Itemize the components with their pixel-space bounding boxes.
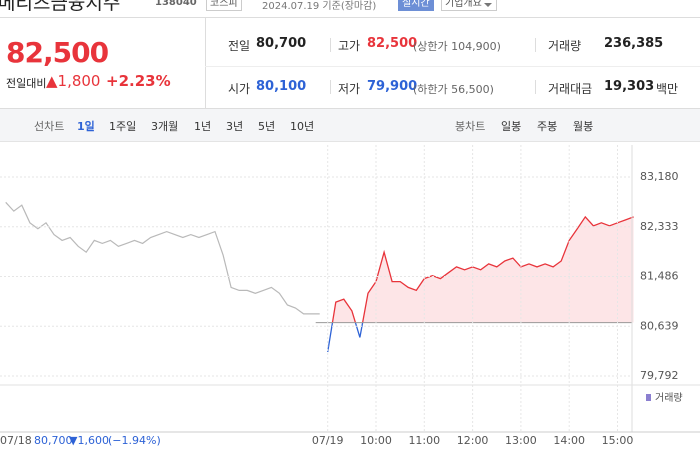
stock-code: 138040 [155, 0, 197, 8]
footer-close: 80,700 [34, 434, 73, 447]
stat-value: 79,900 [367, 79, 418, 94]
period-tab[interactable]: 1년 [194, 120, 212, 133]
company-button[interactable]: 기업개요 [441, 0, 497, 11]
realtime-button[interactable]: 실시간 [398, 0, 434, 11]
price-chart: 79,792 80,639 81,486 82,333 83,180 07/18 07/19… [0, 145, 700, 447]
x-tick-label: 10:00 [360, 434, 392, 447]
current-price: 82,500 [6, 36, 109, 69]
period-tab[interactable]: 5년 [258, 120, 276, 133]
y-tick-label: 83,180 [640, 170, 679, 183]
period-tab[interactable]: 3개월 [151, 120, 179, 133]
candle-tab[interactable]: 주봉 [537, 120, 558, 133]
tab-bar [0, 108, 700, 142]
dropdown-arrow [484, 3, 492, 11]
stat-unit: 백만 [656, 82, 679, 96]
stat-label: 고가 [338, 39, 361, 53]
period-tab[interactable]: 1일 [77, 120, 95, 133]
price-line [331, 215, 634, 323]
base-date: 2024.07.19 기준(장마감) [262, 1, 377, 12]
divider [535, 80, 536, 94]
change-amount: ▲1,800 [46, 72, 101, 90]
period-tab[interactable]: 1주일 [109, 120, 137, 133]
y-tick-label: 79,792 [640, 369, 679, 382]
y-tick-label: 80,639 [640, 319, 679, 332]
period-tab[interactable]: 3년 [226, 120, 244, 133]
y-tick-label: 81,486 [640, 270, 679, 283]
divider [205, 18, 206, 108]
stat-extra: (상한가 104,900) [413, 40, 501, 53]
stat-value: 80,100 [256, 79, 307, 94]
stock-name: 메리츠금융지주 [0, 0, 121, 14]
divider [535, 38, 536, 52]
period-tab[interactable]: 10년 [290, 120, 315, 133]
footer-rate: (−1.94%) [108, 434, 161, 447]
stat-value: 19,303 [604, 79, 655, 94]
candle-tab[interactable]: 일봉 [501, 120, 522, 133]
stat-label: 거래량 [548, 39, 582, 53]
stat-label: 거래대금 [548, 82, 593, 96]
candle-tab[interactable]: 월봉 [573, 120, 594, 133]
divider [0, 17, 700, 18]
tab-group-label: 선차트 [34, 120, 65, 133]
market-badge: 코스피 [206, 0, 242, 11]
x-tick-label: 07/19 [312, 434, 344, 447]
divider [330, 80, 331, 94]
volume-legend-swatch [646, 394, 651, 401]
stat-label: 전일 [228, 39, 251, 53]
change-label: 전일대비 [6, 77, 47, 90]
y-tick-label: 82,333 [640, 220, 679, 233]
volume-label: 거래량 [655, 392, 683, 404]
stat-extra: (하한가 56,500) [413, 83, 494, 96]
stat-value: 236,385 [604, 36, 664, 51]
stat-value: 80,700 [256, 36, 307, 51]
divider [205, 66, 700, 67]
x-tick-label: 11:00 [408, 434, 440, 447]
footer-change: ▼1,600 [69, 434, 109, 447]
stat-label: 저가 [338, 82, 361, 96]
x-tick-label: 14:00 [553, 434, 585, 447]
x-tick-label: 13:00 [505, 434, 537, 447]
price-line [5, 201, 320, 315]
x-tick-label: 15:00 [602, 434, 634, 447]
stat-label: 시가 [228, 82, 251, 96]
x-tick-label: 07/18 [0, 434, 32, 447]
x-tick-label: 12:00 [457, 434, 489, 447]
tab-group-label: 봉차트 [455, 120, 486, 133]
divider [330, 38, 331, 52]
stat-value: 82,500 [367, 36, 418, 51]
change-rate: +2.23% [106, 72, 171, 90]
